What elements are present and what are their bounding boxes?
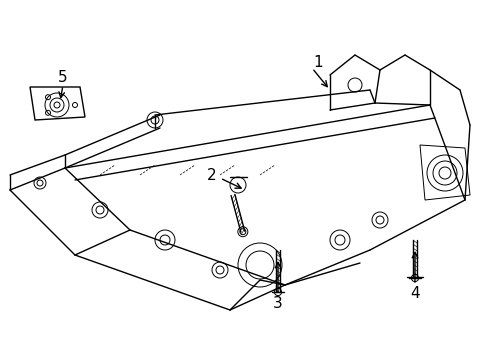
Text: 1: 1 [313, 54, 323, 69]
Text: 3: 3 [273, 296, 283, 310]
Text: 4: 4 [410, 285, 420, 301]
Text: 5: 5 [58, 69, 68, 85]
Text: 2: 2 [207, 167, 217, 183]
